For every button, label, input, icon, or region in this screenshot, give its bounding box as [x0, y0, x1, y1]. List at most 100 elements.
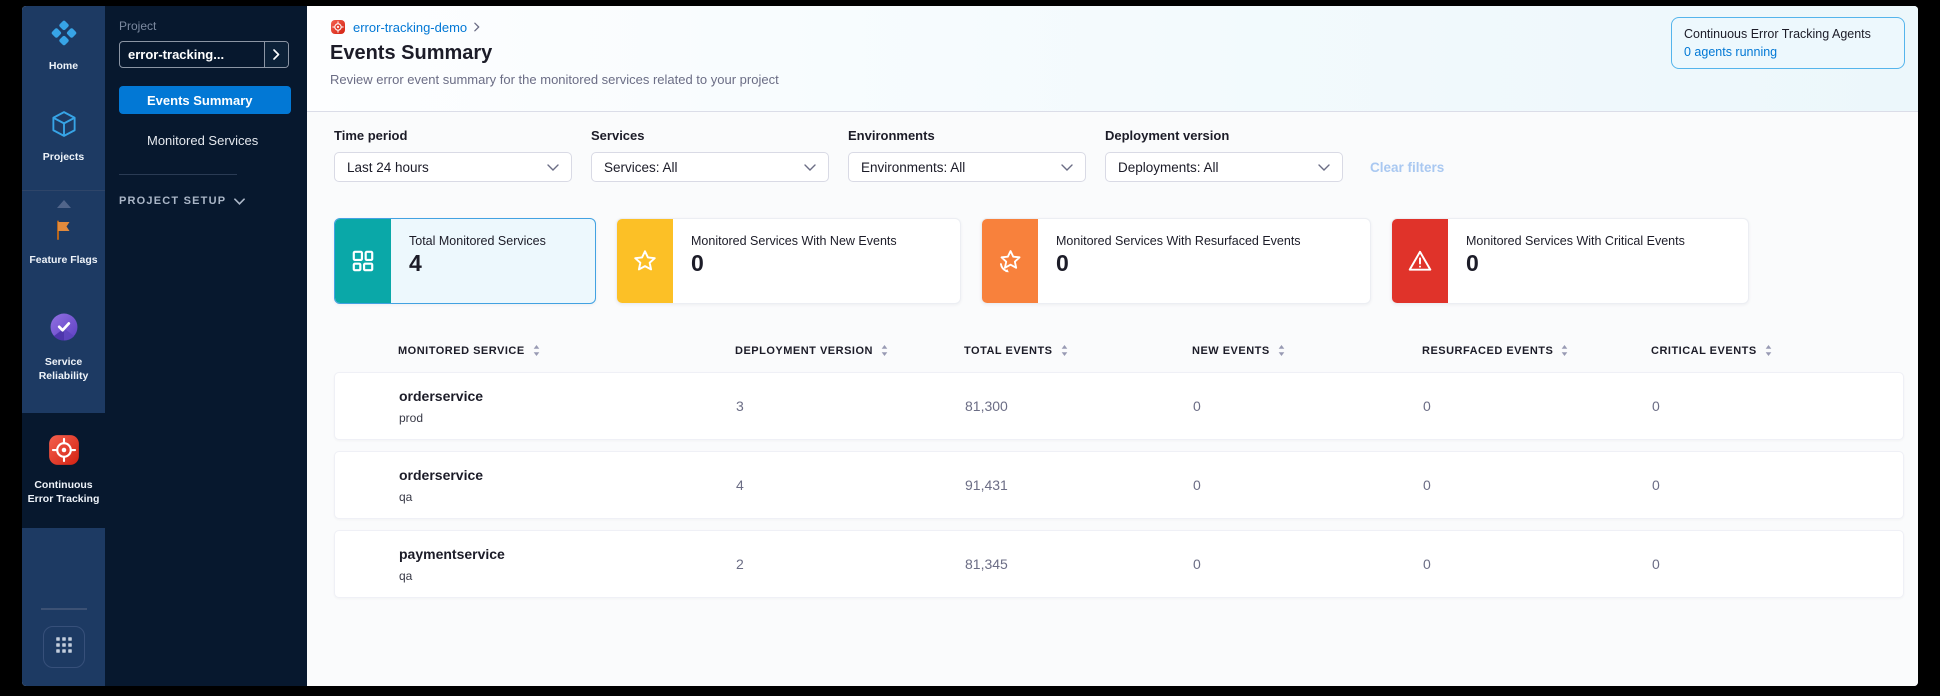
chevron-down-icon: [1061, 164, 1073, 171]
total-events-cell: 81,345: [965, 556, 1193, 572]
table-row[interactable]: orderservice qa 4 91,431 0 0 0: [334, 451, 1904, 519]
card-resurfaced-events[interactable]: Monitored Services With Resurfaced Event…: [981, 218, 1371, 304]
content-area: Time period Last 24 hours Services Servi…: [307, 112, 1918, 686]
deployment-version-cell: 3: [736, 398, 965, 414]
card-value: 0: [1466, 250, 1685, 277]
services-grid-icon: [350, 248, 376, 274]
sort-icon: [1060, 344, 1069, 357]
project-selector-value: error-tracking...: [120, 42, 264, 67]
card-accent: [1392, 219, 1448, 303]
card-accent: [617, 219, 673, 303]
column-header-deployment-version[interactable]: DEPLOYMENT VERSION: [735, 344, 964, 357]
total-events-cell: 81,300: [965, 398, 1193, 414]
time-period-select[interactable]: Last 24 hours: [334, 152, 572, 182]
breadcrumb-project-link[interactable]: error-tracking-demo: [353, 20, 467, 35]
star-resurfaced-icon: [997, 248, 1023, 274]
sidebar-item-monitored-services[interactable]: Monitored Services: [119, 126, 291, 154]
column-header-critical-events[interactable]: CRITICAL EVENTS: [1651, 344, 1904, 357]
sidebar-divider: [119, 174, 237, 175]
rail-item-label: Service Reliability: [25, 355, 102, 383]
card-title: Monitored Services With Critical Events: [1466, 234, 1685, 248]
table-header-row: MONITORED SERVICE DEPLOYMENT VERSION TOT…: [334, 344, 1904, 357]
filter-environments: Environments Environments: All: [848, 128, 1086, 182]
rail-item-home[interactable]: Home: [22, 10, 105, 81]
card-accent: [335, 219, 391, 303]
main-content: error-tracking-demo Events Summary Revie…: [307, 6, 1918, 686]
project-setup-label: PROJECT SETUP: [119, 195, 226, 207]
table-row[interactable]: orderservice prod 3 81,300 0 0 0: [334, 372, 1904, 440]
select-value: Deployments: All: [1118, 160, 1219, 175]
rail-divider: [41, 608, 87, 610]
filter-deployment-version: Deployment version Deployments: All: [1105, 128, 1343, 182]
column-header-resurfaced-events[interactable]: RESURFACED EVENTS: [1422, 344, 1651, 357]
card-title: Monitored Services With New Events: [691, 234, 897, 248]
rail-item-continuous-error-tracking[interactable]: Continuous Error Tracking: [22, 413, 105, 528]
rail-bottom: [22, 608, 105, 686]
column-header-new-events[interactable]: NEW EVENTS: [1192, 344, 1422, 357]
column-label: CRITICAL EVENTS: [1651, 345, 1757, 357]
filter-label: Time period: [334, 128, 572, 143]
rail-item-label: Continuous Error Tracking: [25, 478, 102, 506]
card-critical-events[interactable]: Monitored Services With Critical Events …: [1391, 218, 1749, 304]
card-accent: [982, 219, 1038, 303]
rail-item-feature-flags[interactable]: Feature Flags: [22, 210, 105, 275]
new-events-cell: 0: [1193, 477, 1423, 493]
table-row[interactable]: paymentservice qa 2 81,345 0 0 0: [334, 530, 1904, 598]
project-setup-toggle[interactable]: PROJECT SETUP: [119, 195, 293, 207]
total-events-cell: 91,431: [965, 477, 1193, 493]
filter-label: Services: [591, 128, 829, 143]
service-reliability-icon: [47, 310, 81, 349]
critical-events-cell: 0: [1652, 556, 1903, 572]
column-label: RESURFACED EVENTS: [1422, 345, 1553, 357]
rail-item-label: Feature Flags: [29, 253, 97, 267]
sort-icon: [1764, 344, 1773, 357]
column-label: MONITORED SERVICE: [398, 345, 525, 357]
card-new-events[interactable]: Monitored Services With New Events 0: [616, 218, 961, 304]
select-value: Environments: All: [861, 160, 965, 175]
agents-panel-title: Continuous Error Tracking Agents: [1684, 27, 1892, 41]
service-environment: qa: [399, 569, 736, 583]
environments-select[interactable]: Environments: All: [848, 152, 1086, 182]
project-expand-button[interactable]: [264, 42, 288, 67]
rail-item-projects[interactable]: Projects: [22, 101, 105, 172]
summary-cards-row: Total Monitored Services 4 Monitored Ser…: [334, 218, 1904, 304]
flag-icon: [52, 218, 76, 247]
service-name: orderservice: [399, 388, 736, 404]
events-table: MONITORED SERVICE DEPLOYMENT VERSION TOT…: [334, 344, 1904, 598]
resurfaced-events-cell: 0: [1423, 556, 1652, 572]
sort-icon: [1277, 344, 1286, 357]
agents-running-link[interactable]: 0 agents running: [1684, 45, 1892, 59]
deployment-version-cell: 2: [736, 556, 965, 572]
column-header-monitored-service[interactable]: MONITORED SERVICE: [334, 344, 735, 357]
card-value: 0: [691, 250, 897, 277]
critical-events-cell: 0: [1652, 477, 1903, 493]
column-label: NEW EVENTS: [1192, 345, 1270, 357]
column-header-total-events[interactable]: TOTAL EVENTS: [964, 344, 1192, 357]
filters-row: Time period Last 24 hours Services Servi…: [334, 128, 1904, 182]
cube-icon: [49, 109, 79, 144]
resurfaced-events-cell: 0: [1423, 398, 1652, 414]
sidebar-item-events-summary[interactable]: Events Summary: [119, 86, 291, 114]
project-selector[interactable]: error-tracking...: [119, 41, 289, 68]
services-select[interactable]: Services: All: [591, 152, 829, 182]
chevron-down-icon: [234, 198, 245, 205]
rail-item-service-reliability[interactable]: Service Reliability: [22, 302, 105, 391]
chevron-down-icon: [547, 164, 559, 171]
card-total-monitored-services[interactable]: Total Monitored Services 4: [334, 218, 596, 304]
sort-icon: [880, 344, 889, 357]
deployments-select[interactable]: Deployments: All: [1105, 152, 1343, 182]
column-label: DEPLOYMENT VERSION: [735, 345, 873, 357]
app-window: Home Projects Feature Flags Service Reli…: [22, 6, 1918, 686]
card-title: Monitored Services With Resurfaced Event…: [1056, 234, 1301, 248]
clear-filters-button[interactable]: Clear filters: [1370, 160, 1444, 175]
sort-icon: [532, 344, 541, 357]
new-events-cell: 0: [1193, 556, 1423, 572]
select-value: Services: All: [604, 160, 678, 175]
all-modules-button[interactable]: [43, 626, 85, 668]
new-events-cell: 0: [1193, 398, 1423, 414]
warning-triangle-icon: [1407, 248, 1433, 274]
chevron-right-icon: [474, 22, 480, 32]
rail-scroll-up[interactable]: [22, 190, 105, 208]
card-value: 4: [409, 250, 546, 277]
page-subtitle: Review error event summary for the monit…: [330, 72, 1918, 87]
